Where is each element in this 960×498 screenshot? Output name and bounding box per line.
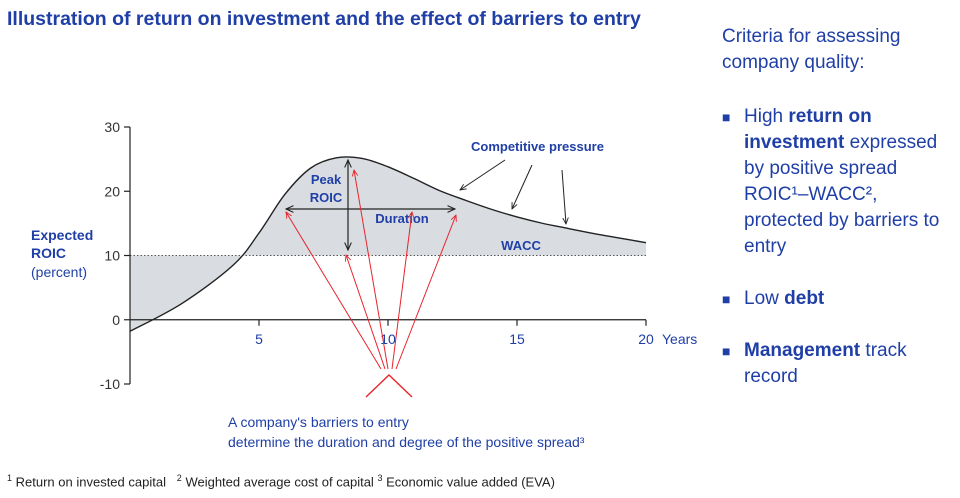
- criteria-post: track record: [744, 340, 907, 387]
- y-tick-label: 30: [104, 119, 120, 135]
- wacc-label: WACC: [501, 238, 541, 253]
- competitive-pressure-label: Competitive pressure: [471, 139, 604, 154]
- barrier-arrow: [354, 170, 389, 370]
- page-title: Illustration of return on investment and…: [7, 8, 641, 30]
- x-axis-unit: Years: [662, 331, 697, 347]
- x-tick-label: 5: [255, 331, 263, 347]
- criteria-pre: Low: [744, 288, 785, 309]
- criteria-item-management: ■ Management track record: [722, 338, 958, 390]
- barrier-chevron: [365, 374, 413, 398]
- barrier-arrow: [391, 212, 412, 370]
- square-bullet-icon: ■: [722, 109, 731, 125]
- criteria-bold: debt: [784, 288, 825, 309]
- y-tick-label: 0: [112, 312, 120, 328]
- y-tick-label: -10: [100, 376, 120, 392]
- y-axis-label: (percent): [31, 264, 87, 280]
- footnote-sup: 2: [176, 473, 182, 483]
- criteria-post: expressed by positive spread ROIC¹–WACC²…: [744, 132, 940, 257]
- barrier-arrow: [286, 212, 382, 370]
- spread-area: [130, 156, 646, 332]
- peak-roic-label: ROIC: [310, 190, 343, 205]
- peak-roic-label: Peak: [311, 172, 342, 187]
- criteria-intro: Criteria for assessing company quality:: [722, 26, 901, 73]
- barriers-caption: determine the duration and degree of the…: [228, 434, 585, 450]
- criteria-pre: High: [744, 106, 789, 127]
- y-axis-label: Expected: [31, 227, 93, 243]
- x-tick-label: 15: [509, 331, 525, 347]
- competitive-pressure-arrow: [561, 169, 566, 224]
- footnote: 1 Return on invested capital 2 Weighted …: [7, 473, 555, 489]
- criteria-panel: Criteria for assessing company quality: …: [722, 24, 958, 416]
- footnote-text: Weighted average cost of capital: [185, 474, 374, 490]
- y-tick-label: 20: [104, 183, 120, 199]
- criteria-item-debt: ■ Low debt: [722, 286, 958, 312]
- roic-line: [129, 156, 647, 332]
- barrier-arrow: [346, 255, 386, 370]
- square-bullet-icon: ■: [722, 291, 731, 307]
- criteria-item-return: ■ High return on investment expressed by…: [722, 104, 958, 260]
- footnote-text: Return on invested capital: [15, 474, 166, 490]
- y-axis-label: ROIC: [31, 245, 66, 261]
- footnote-text: Economic value added (EVA): [386, 474, 555, 490]
- square-bullet-icon: ■: [722, 343, 731, 359]
- x-tick-label: 10: [380, 331, 396, 347]
- criteria-bold: Management: [744, 340, 861, 361]
- x-tick-label: 20: [638, 331, 654, 347]
- duration-label: Duration: [375, 211, 429, 226]
- competitive-pressure-arrow: [460, 159, 506, 190]
- competitive-pressure-arrow: [512, 164, 533, 209]
- footnote-sup: 1: [7, 473, 13, 483]
- footnote-sup: 3: [377, 473, 383, 483]
- barrier-arrow: [395, 215, 456, 370]
- y-tick-label: 10: [104, 248, 120, 264]
- criteria-bold: return on investment: [744, 106, 872, 153]
- barriers-caption: A company's barriers to entry: [228, 414, 409, 430]
